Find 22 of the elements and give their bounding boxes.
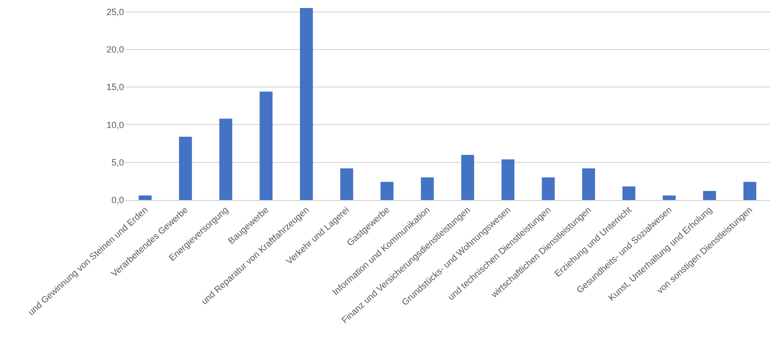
bar <box>542 177 555 200</box>
bar <box>380 182 394 200</box>
bar <box>138 195 152 200</box>
bar <box>703 190 716 200</box>
bar <box>179 136 192 200</box>
bar <box>622 186 636 200</box>
bar <box>743 182 756 200</box>
bar <box>300 8 313 200</box>
y-tick-label: 20,0 <box>106 44 124 55</box>
bar <box>502 159 514 200</box>
bar <box>340 168 354 200</box>
y-tick-label: 15,0 <box>106 82 124 92</box>
bar <box>219 118 232 200</box>
y-tick-label: 0,0 <box>111 195 124 206</box>
bar <box>582 168 596 200</box>
bar <box>420 177 434 200</box>
y-tick-label: 25,0 <box>106 6 124 17</box>
bar <box>662 195 676 200</box>
bar <box>260 92 273 200</box>
y-tick-label: 5,0 <box>111 158 124 168</box>
y-tick-label: 10,0 <box>106 120 124 130</box>
bar <box>461 154 474 200</box>
